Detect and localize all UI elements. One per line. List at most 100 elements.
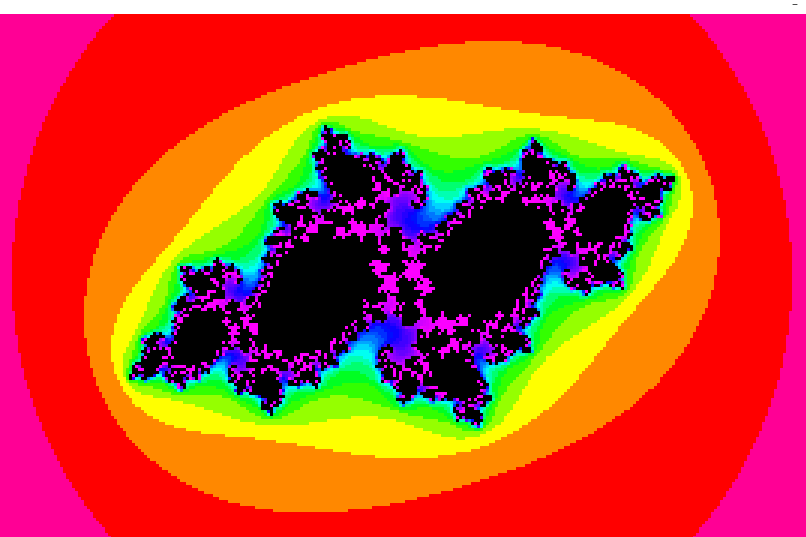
fractal-band (237, 350, 240, 353)
fractal-band (243, 305, 246, 308)
fractal-band (597, 176, 600, 179)
fractal-band (513, 164, 516, 167)
fractal-band (483, 161, 504, 164)
fractal-band (393, 314, 396, 317)
fractal-band (642, 209, 645, 212)
fractal-band (249, 305, 252, 308)
fractal-band (204, 233, 240, 236)
fractal-band (327, 356, 333, 359)
fractal-band (0, 314, 15, 317)
fractal-band (165, 302, 168, 305)
fractal-band (336, 359, 339, 362)
fractal-band (639, 167, 660, 170)
fractal-band (354, 347, 372, 350)
fractal-band (165, 299, 168, 302)
fractal-band (585, 191, 588, 194)
fractal-band (393, 152, 396, 155)
fractal-band (567, 188, 573, 191)
fractal-band (414, 287, 435, 290)
fractal-band (555, 236, 558, 239)
fractal-band (786, 203, 806, 206)
fractal-band (273, 248, 276, 251)
fractal-band (417, 212, 420, 215)
fractal-band (570, 281, 588, 284)
fractal-band (567, 164, 570, 167)
fractal-band (498, 188, 501, 191)
fractal-band (591, 194, 594, 197)
fractal-band (402, 260, 408, 263)
fractal-band (471, 350, 474, 353)
fractal-band (501, 347, 507, 350)
fractal-band (261, 236, 264, 239)
fractal-band (570, 179, 576, 182)
fractal-band (675, 209, 693, 212)
fractal-band (324, 371, 327, 374)
fractal-band (483, 374, 486, 377)
fractal-band (174, 365, 177, 368)
fractal-band (321, 179, 324, 182)
fractal-band (114, 365, 123, 368)
fractal-band (282, 350, 315, 353)
fractal-band (639, 170, 654, 173)
fractal-band (393, 335, 399, 338)
fractal-band (393, 380, 396, 383)
fractal-band (570, 260, 573, 263)
fractal-band (774, 155, 806, 158)
fractal-band (354, 203, 366, 206)
fractal-band (0, 290, 12, 293)
fractal-band (576, 380, 660, 383)
fractal-band (627, 257, 633, 260)
fractal-band (450, 341, 459, 344)
fractal-band (687, 236, 720, 239)
fractal-band (309, 203, 312, 206)
fractal-band (303, 131, 312, 134)
fractal-band (684, 242, 720, 245)
fractal-band (378, 359, 381, 362)
fractal-band (375, 203, 390, 206)
fractal-band (414, 374, 417, 377)
fractal-band (375, 335, 381, 338)
fractal-band (624, 254, 627, 257)
fractal-band (354, 137, 360, 140)
fractal-band (603, 173, 606, 176)
fractal-band (486, 197, 492, 200)
fractal-band (378, 218, 387, 221)
fractal-band (585, 305, 618, 308)
fractal-band (282, 380, 285, 383)
fractal-band (321, 386, 333, 389)
fractal-band (132, 371, 159, 374)
fractal-band (189, 386, 195, 389)
fractal-band (249, 290, 252, 293)
minimize-button[interactable]: – (792, 0, 798, 11)
fractal-band (345, 332, 348, 335)
fractal-band (408, 338, 411, 341)
fractal-band (333, 197, 360, 200)
fractal-band (267, 281, 270, 284)
fractal-band (324, 215, 378, 218)
fractal-band (624, 224, 627, 227)
fractal-band (537, 344, 543, 347)
fractal-band (528, 299, 531, 302)
fractal-band (636, 191, 639, 194)
fractal-band (297, 194, 306, 197)
fractal-band (621, 236, 624, 239)
fractal-band (216, 257, 219, 260)
fractal-band (636, 233, 642, 236)
fractal-band (192, 272, 195, 275)
fractal-band (441, 323, 453, 326)
fractal-band (249, 353, 252, 356)
fractal-band (423, 209, 426, 212)
fractal-band (672, 203, 678, 206)
fractal-band (123, 356, 132, 359)
fractal-band (450, 221, 453, 224)
fractal-band (129, 368, 132, 371)
fractal-band (480, 341, 483, 344)
fractal-band (609, 311, 633, 314)
fractal-band (171, 371, 174, 374)
fractal-band (561, 203, 564, 206)
fractal-band (354, 320, 357, 323)
fractal-band (390, 224, 393, 227)
fractal-band (192, 263, 204, 266)
fractal-band (282, 386, 285, 389)
fractal-band (630, 185, 633, 188)
